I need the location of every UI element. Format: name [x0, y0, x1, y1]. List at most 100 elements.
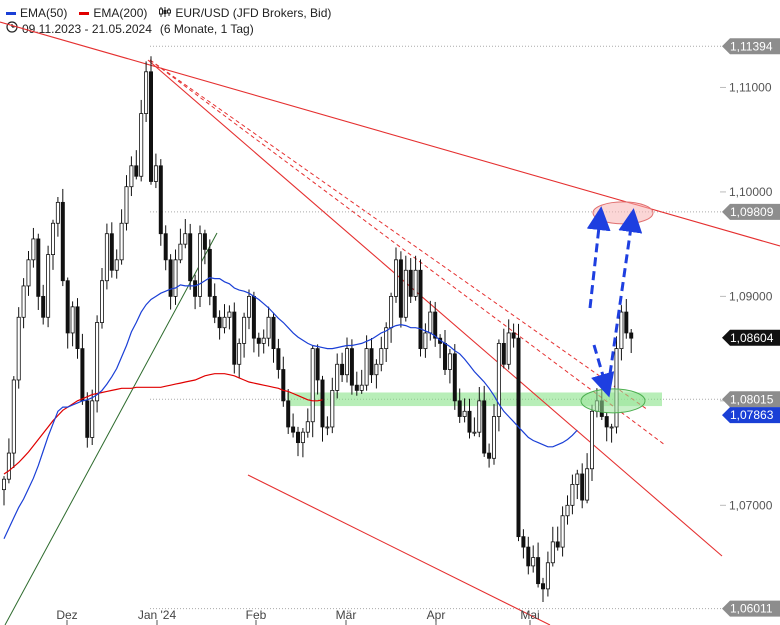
candle-body	[580, 473, 585, 501]
candle-body	[384, 327, 389, 350]
ema50-swatch	[6, 11, 16, 15]
price-marker-label: 1,08015	[730, 392, 774, 406]
ema200-line	[3, 373, 323, 475]
arrow-down-pullback	[591, 344, 615, 398]
candle-body	[614, 348, 619, 428]
x-axis: Dez Jan '24 Feb Mär Apr Mai	[56, 608, 540, 625]
candle-body	[541, 583, 546, 590]
candle-body	[139, 113, 144, 177]
candle-body	[555, 541, 560, 548]
green-uptrend-line	[4, 232, 218, 625]
candle-body	[624, 311, 629, 334]
candle-body	[629, 332, 634, 339]
candle-body	[330, 390, 335, 428]
candle-body	[193, 280, 198, 297]
candle-body	[379, 348, 384, 365]
candle-body	[570, 484, 575, 506]
price-marker-label: 1,06011	[730, 602, 773, 616]
x-tick-label: Mai	[520, 608, 539, 622]
candle-body	[462, 410, 467, 417]
candle-body	[526, 546, 531, 567]
x-tick-label: Mär	[336, 608, 357, 622]
price-marker-bg	[722, 600, 780, 617]
candle-body	[393, 259, 398, 297]
candle-body	[305, 421, 310, 433]
candlesticks	[2, 56, 634, 602]
price-marker-label: 1,11394	[730, 39, 773, 53]
ema50-line	[3, 276, 578, 539]
candle-body	[398, 259, 403, 318]
candle-body	[21, 285, 26, 318]
candle-body	[575, 473, 580, 485]
candle-body	[472, 431, 477, 434]
candle-body	[389, 295, 394, 329]
candle-body	[153, 165, 158, 182]
candle-body	[418, 269, 423, 350]
candle-body	[295, 431, 300, 444]
candle-body	[477, 400, 482, 433]
upper-trendline	[0, 21, 780, 247]
candle-body	[266, 316, 271, 339]
candle-body	[291, 426, 296, 433]
y-tick-label: 1,11000	[729, 80, 772, 94]
candle-body	[482, 400, 487, 454]
candle-body	[178, 243, 183, 261]
candle-body	[349, 348, 354, 386]
legend-row-indicators: EMA(50) EMA(200) EUR/USD (JFD Brokers, B…	[6, 5, 331, 21]
candle-body	[207, 248, 212, 297]
candle-body	[276, 348, 281, 370]
price-marker-label: 1,09809	[730, 205, 774, 219]
candle-body	[325, 426, 330, 429]
candle-body	[604, 416, 609, 428]
candle-body	[496, 342, 501, 417]
ema50-label: EMA(50)	[20, 6, 68, 20]
candle-body	[531, 557, 536, 567]
candle-body	[11, 379, 16, 454]
candle-body	[212, 295, 217, 318]
candle-body	[447, 353, 452, 370]
price-marker-bg	[722, 407, 780, 424]
candle-body	[374, 363, 379, 376]
candle-body	[217, 316, 222, 329]
candle-body	[501, 342, 506, 365]
support-zone	[287, 392, 662, 407]
candle-body	[129, 165, 134, 188]
candle-body	[119, 222, 124, 261]
candle-body	[344, 348, 349, 376]
ema200-label: EMA(200)	[93, 6, 148, 20]
candle-body	[369, 348, 374, 376]
y-tick-label: 1,09000	[729, 289, 773, 303]
x-tick-label: Dez	[56, 608, 77, 622]
instrument-label: EUR/USD (JFD Brokers, Bid)	[175, 6, 332, 20]
candle-body	[521, 536, 526, 548]
y-tick-label: 1,07000	[729, 498, 773, 512]
candle-body	[565, 504, 570, 517]
candle-body	[232, 311, 237, 365]
candle-body	[65, 280, 70, 334]
candle-body	[550, 541, 555, 564]
candle-body	[487, 452, 492, 459]
dashed-trendline-2	[149, 59, 666, 446]
candle-body	[134, 165, 139, 177]
candle-body	[109, 233, 114, 271]
candle-body	[286, 400, 291, 428]
legend-row-period: 09.11.2023 - 21.05.2024 (6 Monate, 1 Tag…	[6, 21, 331, 37]
candle-body	[428, 311, 433, 334]
candle-body	[46, 254, 51, 318]
candle-body	[560, 515, 565, 548]
candle-body	[536, 557, 541, 585]
candle-body	[413, 269, 418, 297]
candle-body	[237, 342, 242, 365]
support-zone-band	[287, 392, 662, 407]
candle-body	[202, 233, 207, 250]
candle-body	[222, 316, 227, 329]
moving-averages	[3, 276, 578, 539]
candle-body	[315, 348, 320, 381]
annotations	[580, 201, 654, 414]
candle-body	[36, 238, 41, 297]
candlestick-icon	[159, 5, 172, 21]
target-ellipse	[592, 201, 654, 225]
candle-body	[609, 426, 614, 429]
candle-body	[85, 400, 90, 438]
candle-body	[261, 337, 266, 344]
